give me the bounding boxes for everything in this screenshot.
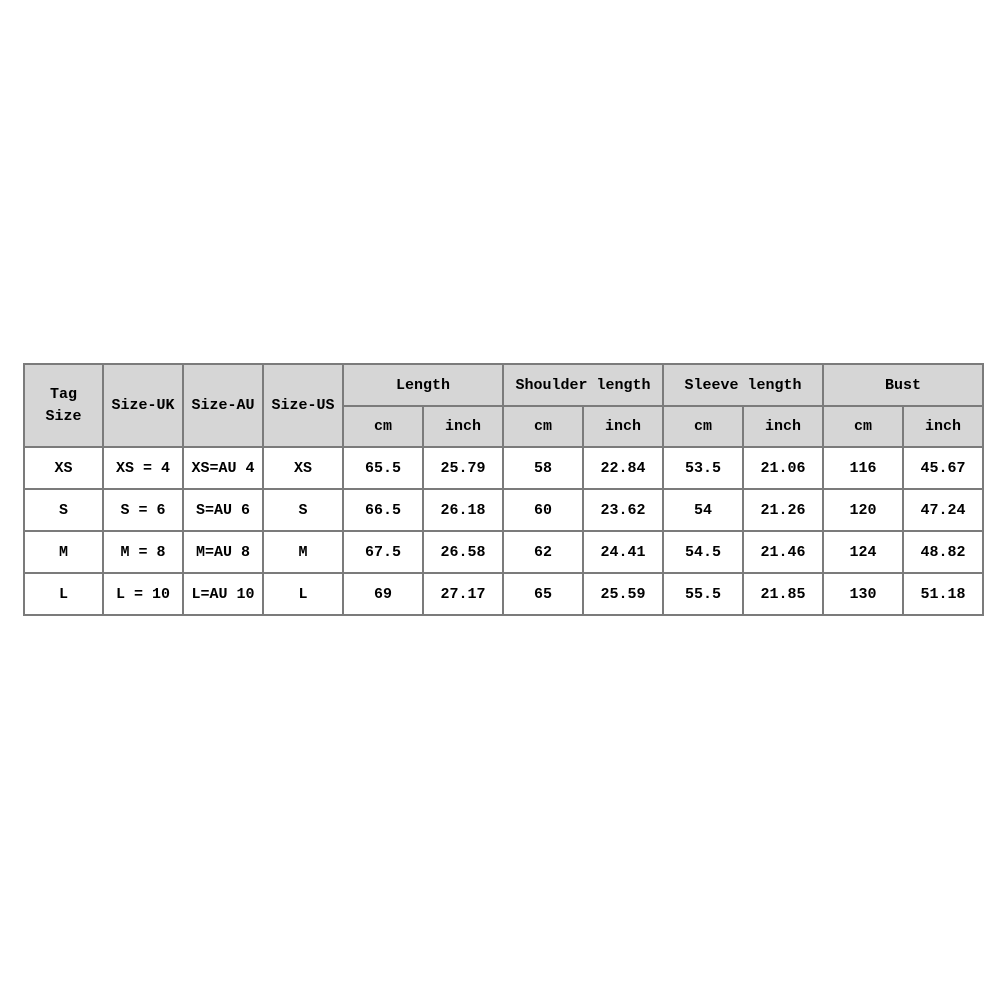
cell-sleeve-cm: 53.5 <box>662 446 744 490</box>
header-tag-size-line1: Tag <box>49 385 77 403</box>
cell-bust-cm: 120 <box>822 488 904 532</box>
row-label: S <box>23 488 104 532</box>
cell-length-inch: 26.18 <box>422 488 504 532</box>
row-label: M <box>23 530 104 574</box>
cell-bust-cm: 124 <box>822 530 904 574</box>
cell-length-cm: 66.5 <box>342 488 424 532</box>
table-row-s: S S = 6 S=AU 6 S 66.5 26.18 60 23.62 54 … <box>23 488 984 532</box>
cell-size-au: S=AU 6 <box>182 488 264 532</box>
cell-sleeve-inch: 21.85 <box>742 572 824 616</box>
header-unit-row: cm inch cm inch cm inch cm inch <box>24 405 984 448</box>
header-size-us: Size-US <box>262 363 344 448</box>
header-bust-cm: cm <box>822 405 904 448</box>
cell-size-us: XS <box>262 446 344 490</box>
cell-sleeve-inch: 21.26 <box>742 488 824 532</box>
header-length-cm: cm <box>342 405 424 448</box>
cell-sleeve-inch: 21.06 <box>742 446 824 490</box>
size-chart-table: Tag Size Size-UK Size-AU Size-US Length … <box>23 363 984 616</box>
table-row-l: L L = 10 L=AU 10 L 69 27.17 65 25.59 55.… <box>23 572 984 616</box>
cell-shoulder-inch: 23.62 <box>582 488 664 532</box>
cell-length-cm: 65.5 <box>342 446 424 490</box>
header-sleeve-inch: inch <box>742 405 824 448</box>
row-label: XS <box>23 446 104 490</box>
cell-size-au: XS=AU 4 <box>182 446 264 490</box>
header-sleeve-cm: cm <box>662 405 744 448</box>
cell-shoulder-inch: 22.84 <box>582 446 664 490</box>
cell-length-cm: 67.5 <box>342 530 424 574</box>
cell-length-inch: 25.79 <box>422 446 504 490</box>
cell-sleeve-cm: 55.5 <box>662 572 744 616</box>
cell-shoulder-cm: 62 <box>502 530 584 574</box>
header-tag-size: Tag Size <box>23 363 104 448</box>
cell-size-uk: L = 10 <box>102 572 184 616</box>
cell-size-au: M=AU 8 <box>182 530 264 574</box>
cell-bust-inch: 48.82 <box>902 530 984 574</box>
row-label: L <box>23 572 104 616</box>
cell-shoulder-cm: 58 <box>502 446 584 490</box>
cell-length-inch: 27.17 <box>422 572 504 616</box>
cell-shoulder-cm: 60 <box>502 488 584 532</box>
cell-size-us: S <box>262 488 344 532</box>
header-length-inch: inch <box>422 405 504 448</box>
header-size-au: Size-AU <box>182 363 264 448</box>
header-sleeve-length: Sleeve length <box>662 363 824 407</box>
cell-length-inch: 26.58 <box>422 530 504 574</box>
cell-shoulder-inch: 24.41 <box>582 530 664 574</box>
table-row-xs: XS XS = 4 XS=AU 4 XS 65.5 25.79 58 22.84… <box>23 446 984 490</box>
cell-shoulder-cm: 65 <box>502 572 584 616</box>
cell-sleeve-cm: 54.5 <box>662 530 744 574</box>
cell-sleeve-cm: 54 <box>662 488 744 532</box>
cell-bust-cm: 116 <box>822 446 904 490</box>
cell-bust-cm: 130 <box>822 572 904 616</box>
cell-shoulder-inch: 25.59 <box>582 572 664 616</box>
header-size-uk: Size-UK <box>102 363 184 448</box>
cell-size-au: L=AU 10 <box>182 572 264 616</box>
cell-size-uk: S = 6 <box>102 488 184 532</box>
header-group-row: Tag Size Size-UK Size-AU Size-US Length … <box>23 363 984 448</box>
cell-bust-inch: 51.18 <box>902 572 984 616</box>
cell-size-us: M <box>262 530 344 574</box>
cell-size-uk: M = 8 <box>102 530 184 574</box>
header-tag-size-line2: Size <box>45 407 82 425</box>
cell-bust-inch: 45.67 <box>902 446 984 490</box>
cell-sleeve-inch: 21.46 <box>742 530 824 574</box>
header-bust: Bust <box>822 363 984 407</box>
header-bust-inch: inch <box>902 405 984 448</box>
table-row-m: M M = 8 M=AU 8 M 67.5 26.58 62 24.41 54.… <box>23 530 984 574</box>
cell-size-uk: XS = 4 <box>102 446 184 490</box>
cell-size-us: L <box>262 572 344 616</box>
header-shoulder-length: Shoulder length <box>502 363 664 407</box>
cell-bust-inch: 47.24 <box>902 488 984 532</box>
header-length: Length <box>342 363 504 407</box>
header-shoulder-cm: cm <box>502 405 584 448</box>
cell-length-cm: 69 <box>342 572 424 616</box>
header-shoulder-inch: inch <box>582 405 664 448</box>
